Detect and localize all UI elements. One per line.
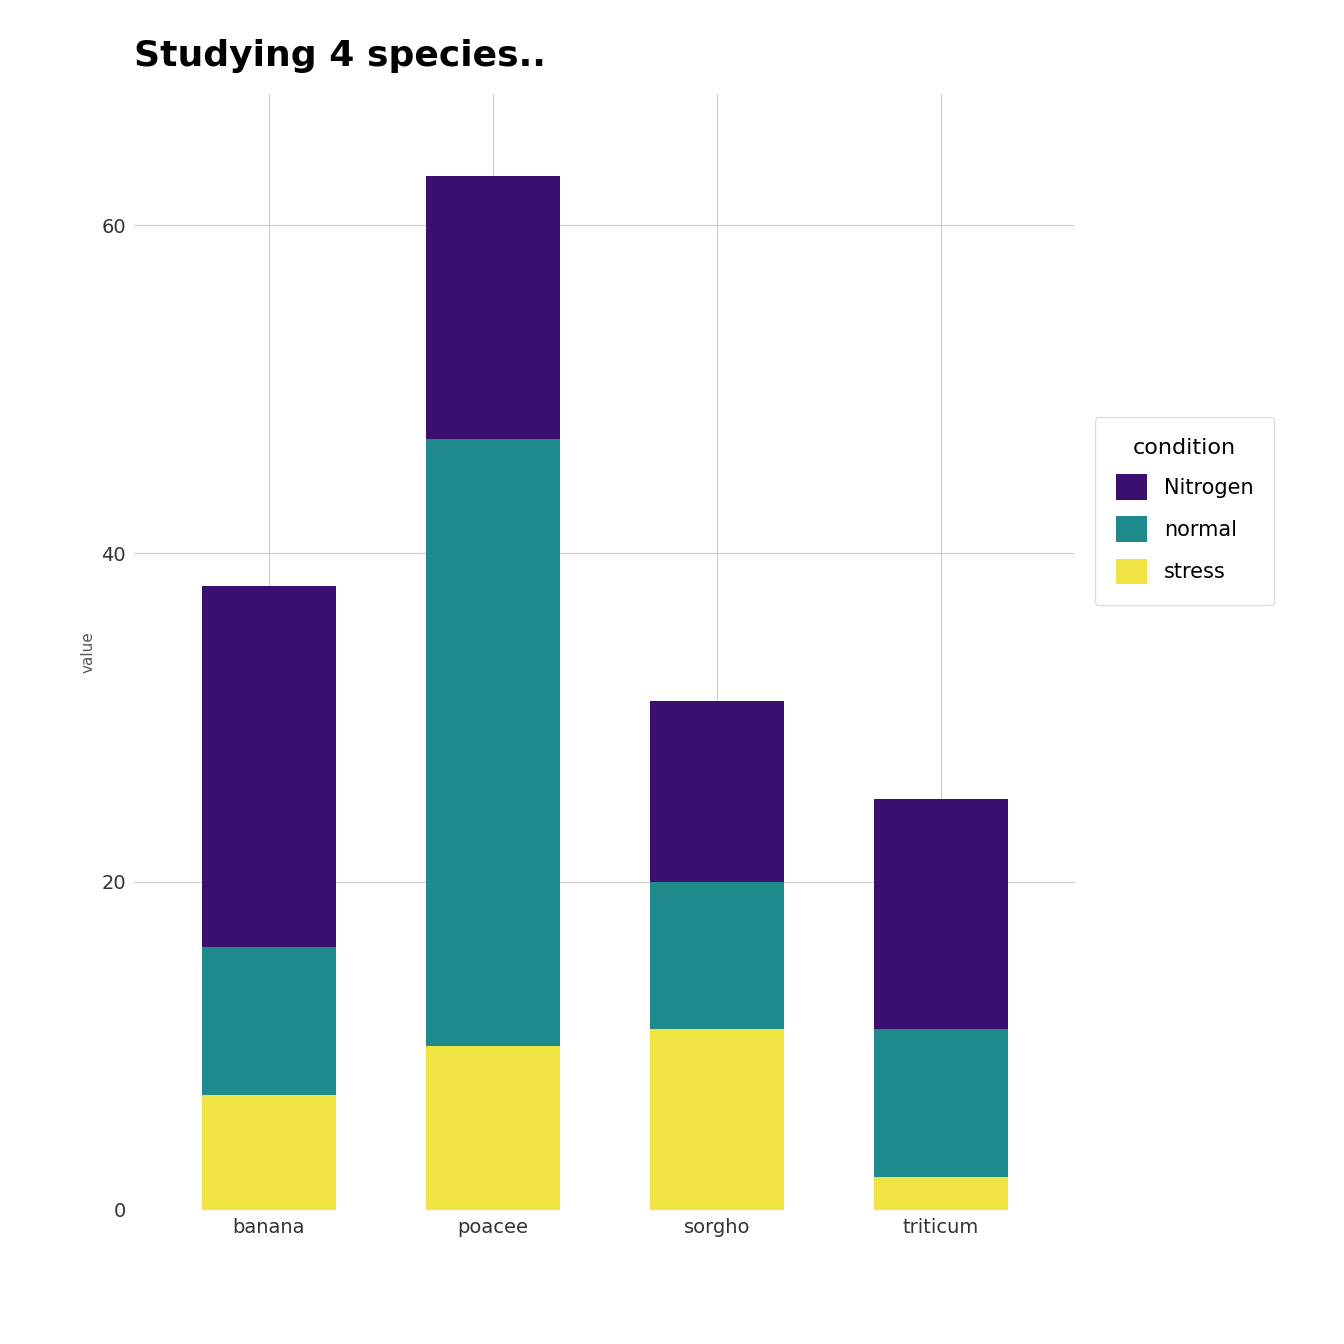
Bar [874,1177,1008,1210]
Bar [426,176,560,438]
Bar [874,800,1008,1030]
Text: Studying 4 species..: Studying 4 species.. [134,39,546,74]
Bar [202,586,336,948]
Bar [202,1095,336,1210]
Legend: Nitrogen, normal, stress: Nitrogen, normal, stress [1095,417,1274,605]
Bar [649,1030,784,1210]
Y-axis label: value: value [81,630,95,673]
Bar [426,438,560,1046]
Bar [426,1046,560,1210]
Bar [649,882,784,1030]
Bar [874,1030,1008,1177]
Bar [649,702,784,882]
Bar [202,948,336,1095]
